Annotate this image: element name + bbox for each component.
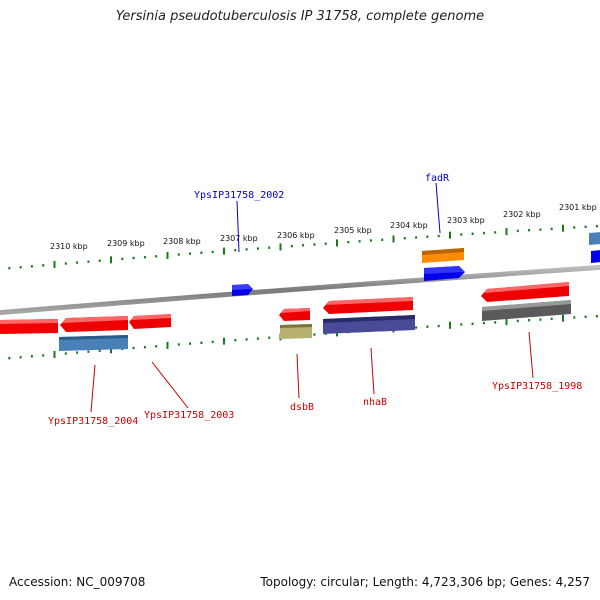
topology-text: Topology: circular; Length: 4,723,306 bp… — [260, 575, 590, 589]
gene-label-YpsIP31758_2002[interactable]: YpsIP31758_2002 — [194, 190, 284, 201]
scale-label-2305: 2305 kbp — [334, 226, 372, 235]
gene-forward-edge-blue[interactable] — [591, 250, 600, 263]
gene-reverse-dsbb-olive[interactable] — [280, 324, 312, 339]
gene-reverse-1998-red[interactable] — [481, 282, 569, 302]
gene-label-YpsIP31758_2004[interactable]: YpsIP31758_2004 — [48, 416, 138, 427]
scale-label-2306: 2306 kbp — [277, 231, 315, 240]
gene-reverse-2004-steelblue[interactable] — [59, 335, 128, 351]
gene-reverse-nhab-slateblue[interactable] — [323, 315, 415, 334]
leader-line-2004 — [90, 364, 96, 413]
gene-reverse-1998-gray[interactable] — [482, 300, 571, 321]
gene-reverse-left-edge[interactable] — [0, 319, 58, 334]
leader-line-fadr — [435, 182, 441, 234]
scale-label-2303: 2303 kbp — [447, 216, 485, 225]
upper-scale-ticks — [8, 224, 598, 270]
gene-reverse-2004-red[interactable] — [60, 316, 128, 332]
gene-label-nhaB[interactable]: nhaB — [363, 397, 387, 408]
scale-label-2301: 2301 kbp — [559, 203, 597, 212]
gene-forward-fadr-orange[interactable] — [422, 248, 464, 263]
scale-label-2304: 2304 kbp — [390, 221, 428, 230]
scale-label-2310: 2310 kbp — [50, 242, 88, 251]
gene-reverse-nhab-red[interactable] — [323, 297, 413, 314]
gene-label-fadR[interactable]: fadR — [425, 173, 450, 184]
leader-line-2003 — [151, 361, 189, 409]
gene-label-YpsIP31758_2003[interactable]: YpsIP31758_2003 — [144, 410, 234, 421]
gene-label-YpsIP31758_1998[interactable]: YpsIP31758_1998 — [492, 381, 582, 392]
leader-line-nhab — [370, 347, 375, 395]
leader-line-1998 — [528, 331, 534, 379]
gene-forward-fadr-blue[interactable] — [424, 266, 465, 281]
gene-forward-small-blue[interactable] — [232, 284, 253, 296]
genome-backbone — [0, 264, 600, 316]
scale-label-2302: 2302 kbp — [503, 210, 541, 219]
scale-label-2308: 2308 kbp — [163, 237, 201, 246]
gene-label-dsbB[interactable]: dsbB — [290, 402, 314, 413]
gene-reverse-dsbb-red[interactable] — [279, 308, 310, 321]
gene-reverse-2003-red[interactable] — [129, 314, 171, 329]
leader-line-dsbb — [296, 353, 300, 399]
leader-line-2002 — [236, 200, 240, 253]
scale-label-2309: 2309 kbp — [107, 239, 145, 248]
gene-forward-edge-steelblue[interactable] — [589, 232, 600, 245]
accession-text: Accession: NC_009708 — [9, 575, 146, 589]
genome-title: Yersinia pseudotuberculosis IP 31758, co… — [115, 9, 485, 24]
